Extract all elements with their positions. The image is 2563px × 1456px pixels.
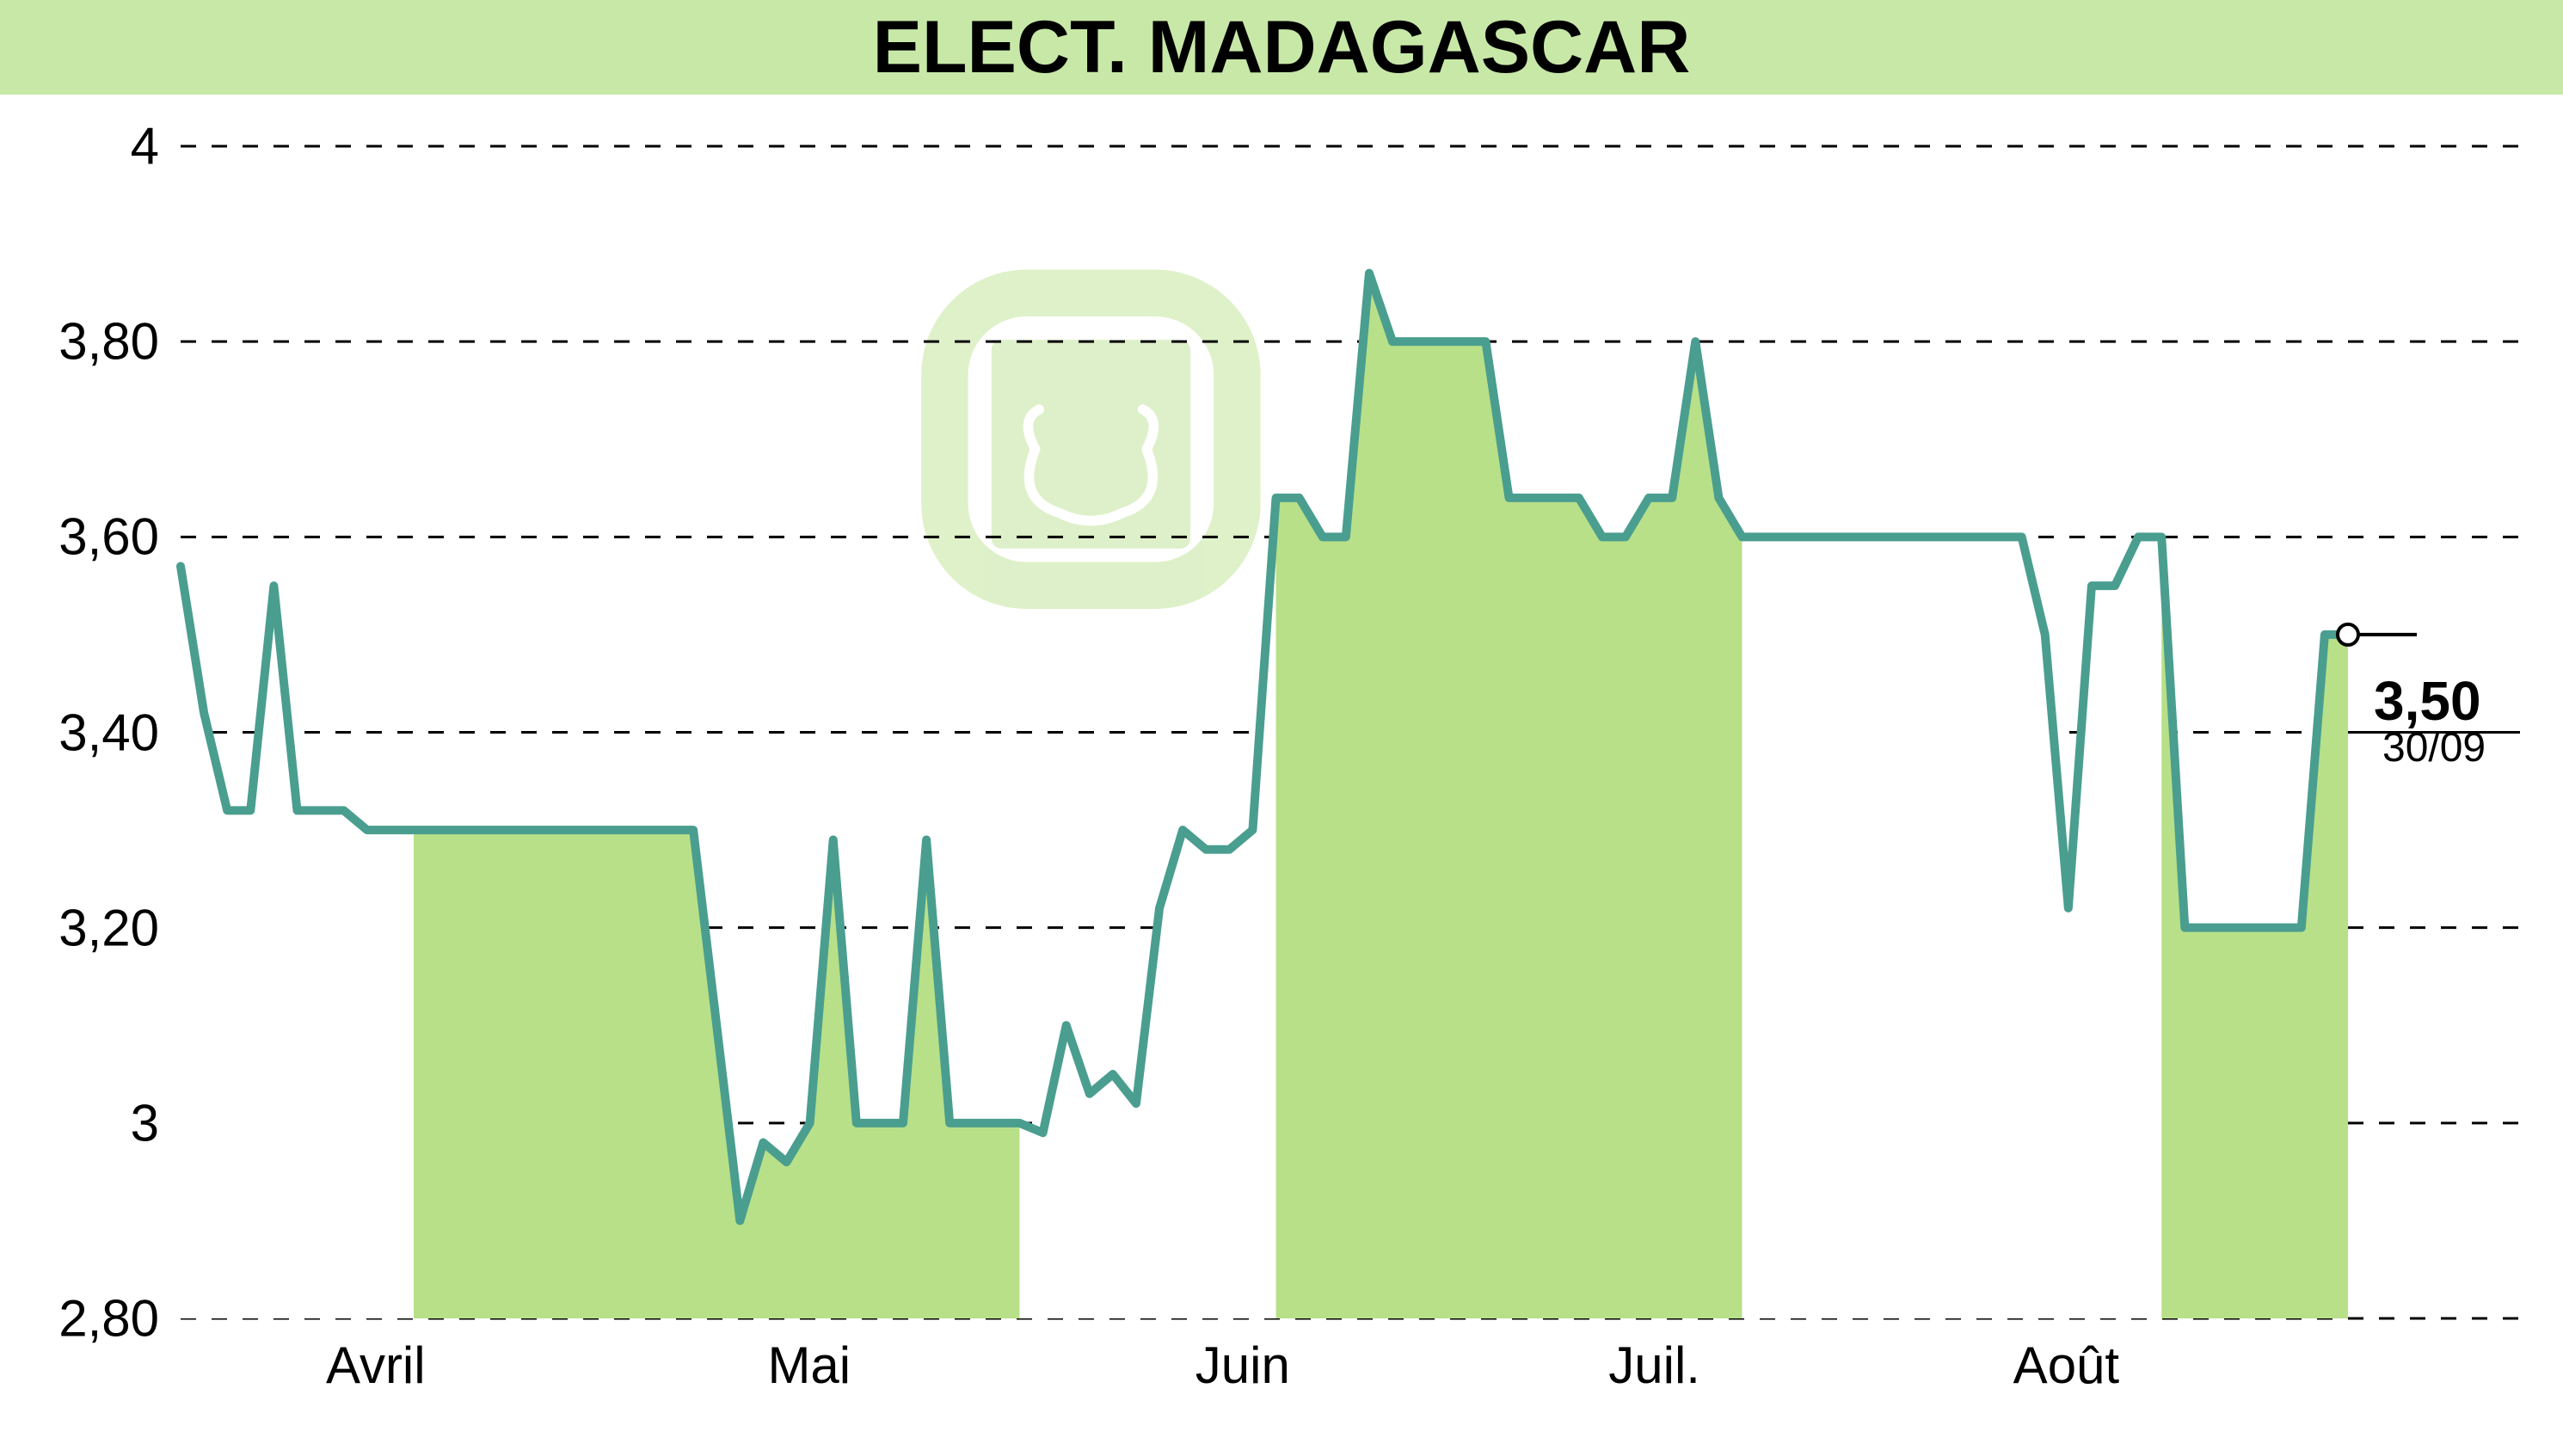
- chart-plot-container: 2,80 3 3,20 3,40 3,60 3,80 4 Avril Mai Juin Juil.…: [0, 95, 2563, 1456]
- chart-svg: [0, 95, 2563, 1456]
- chart-title: ELECT. MADAGASCAR: [873, 6, 1691, 89]
- end-date-label: 30/09: [2382, 724, 2486, 771]
- chart-title-bar: ELECT. MADAGASCAR: [0, 0, 2563, 95]
- y-tick-label: 3,40: [0, 703, 159, 762]
- x-tick-label: Juil.: [1608, 1336, 1700, 1395]
- x-tick-label: Juin: [1195, 1336, 1290, 1395]
- end-value-label: 3,50: [2374, 669, 2481, 733]
- y-tick-label: 3,20: [0, 898, 159, 957]
- y-tick-label: 3,60: [0, 507, 159, 567]
- x-tick-label: Août: [2013, 1336, 2119, 1395]
- y-axis-labels: 2,80 3 3,20 3,40 3,60 3,80 4: [0, 95, 159, 1456]
- x-tick-label: Mai: [767, 1336, 851, 1395]
- x-tick-label: Avril: [326, 1336, 426, 1395]
- y-tick-label: 4: [0, 117, 159, 176]
- series-area-gap: [181, 566, 414, 1318]
- y-tick-label: 2,80: [0, 1289, 159, 1348]
- series-area-gap: [1019, 498, 1275, 1318]
- series-area-gap: [1742, 537, 2161, 1318]
- y-tick-label: 3,80: [0, 312, 159, 372]
- y-tick-label: 3: [0, 1093, 159, 1152]
